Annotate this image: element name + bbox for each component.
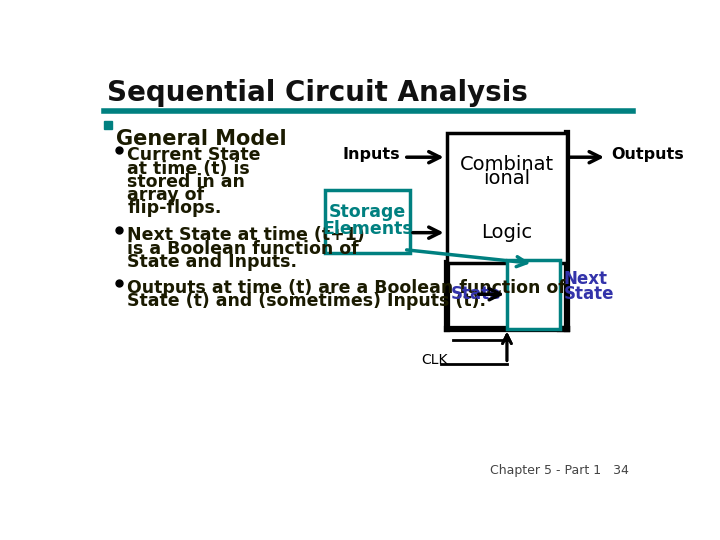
Text: Sequential Circuit Analysis: Sequential Circuit Analysis	[107, 78, 528, 106]
Bar	[325, 190, 410, 253]
Text: ional: ional	[483, 169, 530, 188]
Bar	[104, 121, 112, 130]
Text: Logic: Logic	[481, 223, 532, 242]
Text: Next State at time (t+1): Next State at time (t+1)	[127, 226, 365, 245]
Text: Elements: Elements	[322, 220, 413, 238]
Text: CLK: CLK	[422, 353, 448, 367]
Text: is a Boolean function of: is a Boolean function of	[127, 240, 359, 258]
Text: flip-flops.: flip-flops.	[127, 199, 222, 217]
Text: Combinat: Combinat	[459, 156, 554, 174]
Text: array of: array of	[127, 186, 204, 204]
Text: Next: Next	[564, 270, 608, 288]
Text: Inputs: Inputs	[343, 147, 400, 161]
Text: stored in an: stored in an	[127, 173, 245, 191]
Text: State and Inputs.: State and Inputs.	[127, 253, 297, 271]
Text: Storage: Storage	[329, 203, 406, 221]
Text: Chapter 5 - Part 1   34: Chapter 5 - Part 1 34	[490, 464, 629, 477]
Text: General Model: General Model	[116, 129, 287, 148]
Text: at time (t) is: at time (t) is	[127, 159, 250, 178]
Bar	[507, 260, 559, 329]
Text: Outputs: Outputs	[611, 147, 683, 161]
Text: State (t) and (sometimes) Inputs (t).: State (t) and (sometimes) Inputs (t).	[127, 292, 486, 310]
Text: State: State	[564, 285, 614, 303]
Bar	[446, 132, 567, 264]
Text: Outputs at time (t) are a Boolean function of: Outputs at time (t) are a Boolean functi…	[127, 279, 566, 297]
Text: Current State: Current State	[127, 146, 261, 164]
Text: State: State	[450, 285, 500, 303]
